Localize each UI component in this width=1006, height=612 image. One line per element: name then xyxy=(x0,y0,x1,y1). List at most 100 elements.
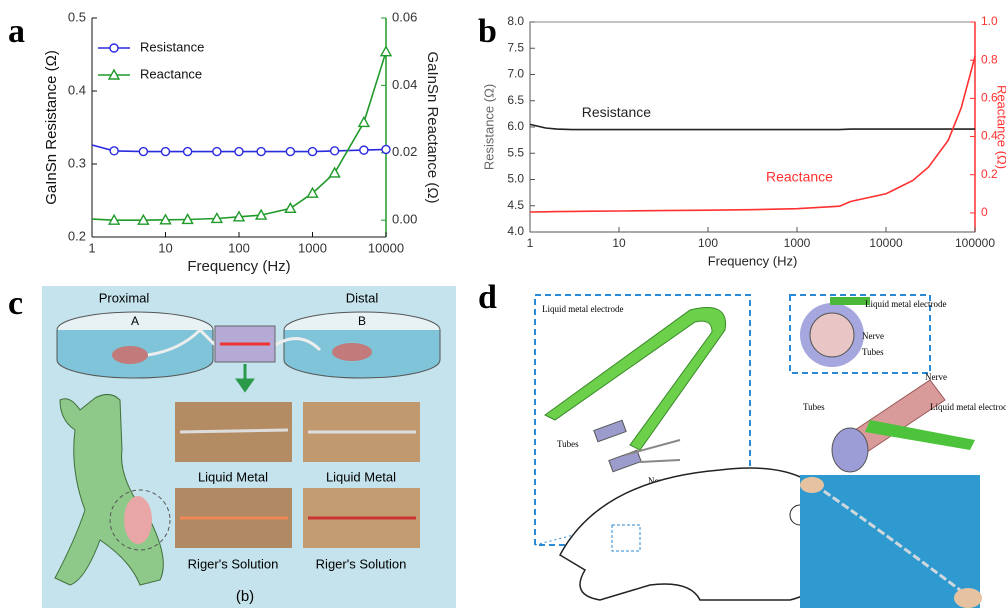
plot-frame xyxy=(530,22,975,232)
label: Nerve xyxy=(862,331,884,341)
panel-d: Liquid metal electrode Tubes Nerve Liqui… xyxy=(535,295,1006,608)
marker xyxy=(110,44,118,52)
legend-label: Resistance xyxy=(140,39,204,54)
nerve xyxy=(640,460,680,462)
y-tick-label: 5.5 xyxy=(507,145,524,159)
x-tick-label: 1 xyxy=(88,240,95,255)
y-tick-label: 0.5 xyxy=(68,9,86,24)
y2-tick-label: 0.02 xyxy=(392,144,417,159)
marker xyxy=(330,168,340,177)
legend-label: Reactance xyxy=(140,66,202,81)
y2-axis-title: GaInSn Reactance (Ω) xyxy=(424,51,441,203)
x-tick-label: 1000 xyxy=(298,240,327,255)
panel-label: b xyxy=(478,13,497,50)
marker xyxy=(286,148,294,156)
caption: Riger's Solution xyxy=(188,556,279,571)
y2-tick-label: 0.00 xyxy=(392,212,417,227)
tube xyxy=(594,420,626,442)
x-tick-label: 100000 xyxy=(955,236,995,250)
series-line xyxy=(92,52,386,221)
figure: a b c d Proximal Distal A B Liquid Metal… xyxy=(0,0,1006,612)
marker xyxy=(257,148,265,156)
x-tick-label: 100 xyxy=(228,240,250,255)
marker xyxy=(359,117,369,126)
marker xyxy=(360,146,368,154)
y2-tick-label: 0.8 xyxy=(981,52,998,66)
x-tick-label: 1 xyxy=(527,236,534,250)
marker xyxy=(331,147,339,155)
label: Tubes xyxy=(557,439,579,449)
caption: Liquid Metal xyxy=(326,469,396,484)
series-label: Reactance xyxy=(766,169,833,185)
y2-tick-label: 0.06 xyxy=(392,9,417,24)
y-tick-label: 6.5 xyxy=(507,93,524,107)
tube xyxy=(609,450,641,472)
label: A xyxy=(131,314,139,328)
y-tick-label: 0.3 xyxy=(68,155,86,170)
panel-c: Proximal Distal A B Liquid Metal Liquid … xyxy=(42,286,456,608)
y-tick-label: 4.0 xyxy=(507,224,524,238)
x-tick-label: 10 xyxy=(158,240,172,255)
panel-label: c xyxy=(8,285,23,322)
y2-tick-label: 0 xyxy=(981,205,988,219)
frog xyxy=(560,468,838,600)
nerve xyxy=(810,313,854,357)
series-line xyxy=(530,124,975,129)
caption: Liquid Metal xyxy=(198,469,268,484)
label: Liquid metal electrode xyxy=(865,299,946,309)
muscle xyxy=(332,343,372,361)
finger xyxy=(800,477,824,493)
marker xyxy=(139,148,147,156)
label: Liquid metal electrode xyxy=(542,304,623,314)
y-axis-title: GaInSn Resistance (Ω) xyxy=(43,50,60,205)
x-tick-label: 10000 xyxy=(869,236,903,250)
y2-tick-label: 1.0 xyxy=(981,14,998,28)
series-label: Resistance xyxy=(582,104,651,120)
x-tick-label: 1000 xyxy=(784,236,811,250)
y-tick-label: 5.0 xyxy=(507,172,524,186)
wire xyxy=(180,430,288,432)
x-axis-title: Frequency (Hz) xyxy=(187,258,290,275)
marker xyxy=(309,148,317,156)
x-tick-label: 10 xyxy=(612,236,626,250)
marker xyxy=(213,148,221,156)
x-tick-label: 10000 xyxy=(368,240,404,255)
y-tick-label: 7.0 xyxy=(507,67,524,81)
panel-label: d xyxy=(478,279,497,316)
y2-tick-label: 0.04 xyxy=(392,77,417,92)
marker xyxy=(184,148,192,156)
y-tick-label: 6.0 xyxy=(507,119,524,133)
label: B xyxy=(358,314,366,328)
x-tick-label: 100 xyxy=(698,236,718,250)
y2-axis-title: Reactance (Ω) xyxy=(995,85,1006,169)
marker xyxy=(285,203,295,212)
label: Tubes xyxy=(803,402,825,412)
marker xyxy=(381,47,391,56)
y-tick-label: 0.4 xyxy=(68,82,86,97)
y-tick-label: 7.5 xyxy=(507,40,524,54)
electrode xyxy=(545,308,726,451)
muscle xyxy=(112,346,148,364)
caption: Riger's Solution xyxy=(316,556,407,571)
series-line xyxy=(530,56,975,212)
label: Tubes xyxy=(862,347,884,357)
y-tick-label: 0.2 xyxy=(68,228,86,243)
caption: (b) xyxy=(236,588,254,605)
label: Distal xyxy=(346,290,379,305)
electrode xyxy=(830,297,870,305)
marker xyxy=(110,147,118,155)
y-tick-label: 4.5 xyxy=(507,198,524,212)
y-tick-label: 8.0 xyxy=(507,14,524,28)
marker xyxy=(235,148,243,156)
panel-label: a xyxy=(8,13,25,50)
x-axis-title: Frequency (Hz) xyxy=(708,253,798,268)
tube xyxy=(832,428,868,472)
muscle xyxy=(124,496,152,544)
marker xyxy=(382,145,390,153)
label: Proximal xyxy=(99,290,150,305)
marker xyxy=(162,148,170,156)
finger xyxy=(954,588,982,608)
y-axis-title: Resistance (Ω) xyxy=(481,84,496,170)
label: Liquid metal electrode xyxy=(930,402,1006,412)
label: Nerve xyxy=(925,372,947,382)
